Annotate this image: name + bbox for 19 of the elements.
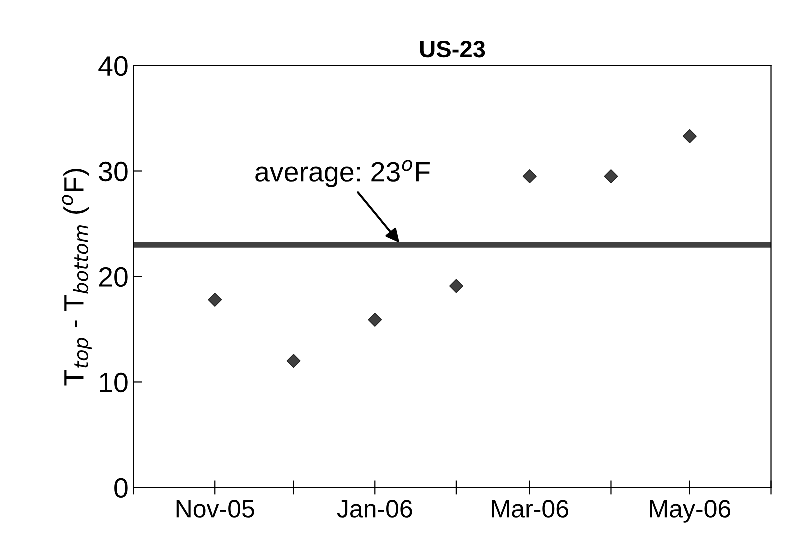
- y-tick-label: 40: [98, 56, 128, 76]
- y-axis-title: T$_{top}$ - T$_{bottom}$ ($^{o}$F): [62, 169, 92, 386]
- x-tick-label: Jan-06: [337, 500, 412, 518]
- point: [449, 279, 464, 294]
- x-tick-label: May-06: [650, 500, 731, 523]
- y-tick-label: 30: [99, 162, 128, 182]
- x-tick-label: Mar-06: [492, 500, 568, 518]
- point: [208, 292, 222, 307]
- y-tick-label: 0: [114, 478, 128, 498]
- y-tick-label: 10: [100, 372, 128, 393]
- x-tick-label: Nov-05: [176, 500, 254, 518]
- ref-line-label: average: 23$^{o}$F: [256, 160, 430, 188]
- point: [682, 129, 697, 144]
- point: [286, 354, 301, 368]
- point: [368, 312, 382, 327]
- point: [604, 170, 618, 184]
- point: [522, 170, 537, 184]
- chart-title: US-23: [420, 40, 486, 58]
- y-tick-label: 20: [99, 267, 128, 288]
